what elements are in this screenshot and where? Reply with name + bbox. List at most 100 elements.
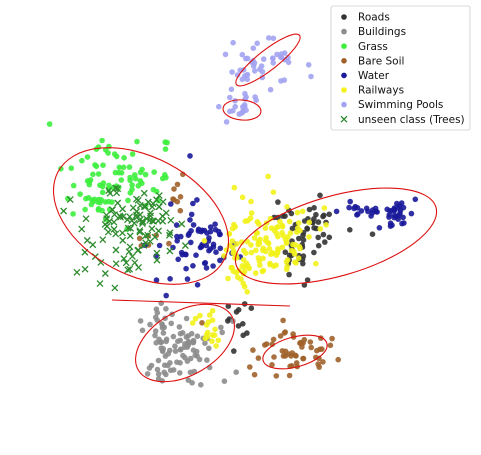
point-water <box>368 213 374 219</box>
point-railways <box>299 208 306 215</box>
point-railways <box>321 205 328 211</box>
point-buildings <box>139 327 146 334</box>
point-unseen-class-trees <box>112 246 120 254</box>
point-unseen-class-trees <box>124 224 132 232</box>
point-water <box>183 265 189 272</box>
point-swimming-pools <box>285 59 292 66</box>
point-railways <box>306 234 312 240</box>
point-unseen-class-trees <box>114 199 122 207</box>
legend-label: Buildings <box>358 26 406 38</box>
point-buildings <box>221 378 228 385</box>
point-swimming-pools <box>260 56 267 62</box>
point-buildings <box>172 343 178 350</box>
point-swimming-pools <box>305 62 312 68</box>
point-water <box>190 200 196 207</box>
legend-marker <box>341 58 347 64</box>
point-swimming-pools <box>239 51 246 58</box>
point-swimming-pools <box>229 69 235 75</box>
point-railways <box>189 320 196 326</box>
point-bare-soil <box>174 181 181 188</box>
series-grass <box>46 121 170 232</box>
point-unseen-class-trees <box>136 227 144 235</box>
point-unseen-class-trees <box>126 265 134 273</box>
series-railways <box>189 173 329 349</box>
point-roads <box>304 226 311 232</box>
point-unseen-class-trees <box>119 213 127 220</box>
point-roads <box>240 321 246 327</box>
point-unseen-class-trees <box>148 217 156 225</box>
point-bare-soil <box>316 364 323 370</box>
point-buildings <box>176 324 183 330</box>
point-bare-soil <box>262 342 268 348</box>
point-unseen-class-trees <box>119 236 127 244</box>
point-roads <box>320 231 327 238</box>
point-unseen-class-trees <box>96 280 104 288</box>
point-grass <box>100 162 106 168</box>
point-grass <box>84 154 91 160</box>
point-railways <box>317 226 324 232</box>
legend-item-unseen-class-trees: unseen class (Trees) <box>340 114 465 126</box>
point-bare-soil <box>301 336 308 343</box>
point-water <box>198 228 204 235</box>
point-railways <box>293 260 299 266</box>
point-swimming-pools <box>285 54 291 61</box>
point-bare-soil <box>250 347 256 353</box>
point-roads <box>326 211 333 218</box>
point-buildings <box>177 347 184 353</box>
point-roads <box>233 309 240 315</box>
point-buildings <box>160 330 167 336</box>
point-swimming-pools <box>240 108 246 114</box>
point-railways <box>247 215 254 221</box>
point-bare-soil <box>199 320 205 326</box>
point-railways <box>239 194 246 201</box>
point-railways <box>192 315 199 322</box>
point-unseen-class-trees <box>128 217 136 225</box>
point-roads <box>300 237 307 243</box>
point-bare-soil <box>281 330 288 336</box>
point-railways <box>269 250 276 257</box>
legend-label: Bare Soil <box>358 55 404 67</box>
point-unseen-class-trees <box>122 259 130 267</box>
point-railways <box>295 220 302 226</box>
point-unseen-class-trees <box>111 284 119 292</box>
point-buildings <box>152 314 159 321</box>
point-railways <box>211 332 218 339</box>
point-unseen-class-trees <box>73 268 81 276</box>
point-grass <box>97 199 103 206</box>
point-grass <box>134 138 140 145</box>
point-grass <box>82 206 88 213</box>
point-unseen-class-trees <box>99 236 107 244</box>
point-buildings <box>170 333 177 340</box>
point-swimming-pools <box>243 94 249 100</box>
point-railways <box>284 204 290 210</box>
point-railways <box>231 184 238 191</box>
point-unseen-class-trees <box>136 228 144 236</box>
point-water <box>398 200 405 206</box>
point-bare-soil <box>270 336 277 343</box>
point-grass <box>77 191 83 197</box>
point-railways <box>265 173 272 180</box>
point-buildings <box>155 371 162 377</box>
point-roads <box>241 301 248 307</box>
point-swimming-pools <box>278 54 284 60</box>
point-railways <box>239 239 245 245</box>
point-water <box>184 276 191 282</box>
point-railways <box>288 247 295 254</box>
point-buildings <box>202 340 208 347</box>
point-bare-soil <box>166 240 172 247</box>
point-grass <box>120 164 127 171</box>
legend-marker <box>340 115 348 123</box>
point-unseen-class-trees <box>78 225 86 233</box>
point-railways <box>255 238 262 245</box>
point-grass <box>118 177 125 183</box>
legend-item-grass: Grass <box>341 41 388 53</box>
point-water <box>347 198 354 205</box>
point-bare-soil <box>308 344 315 351</box>
point-roads <box>315 242 322 249</box>
point-buildings <box>204 357 210 363</box>
point-railways <box>279 223 286 230</box>
point-unseen-class-trees <box>155 227 163 235</box>
point-water <box>355 211 361 217</box>
point-swimming-pools <box>230 39 236 46</box>
